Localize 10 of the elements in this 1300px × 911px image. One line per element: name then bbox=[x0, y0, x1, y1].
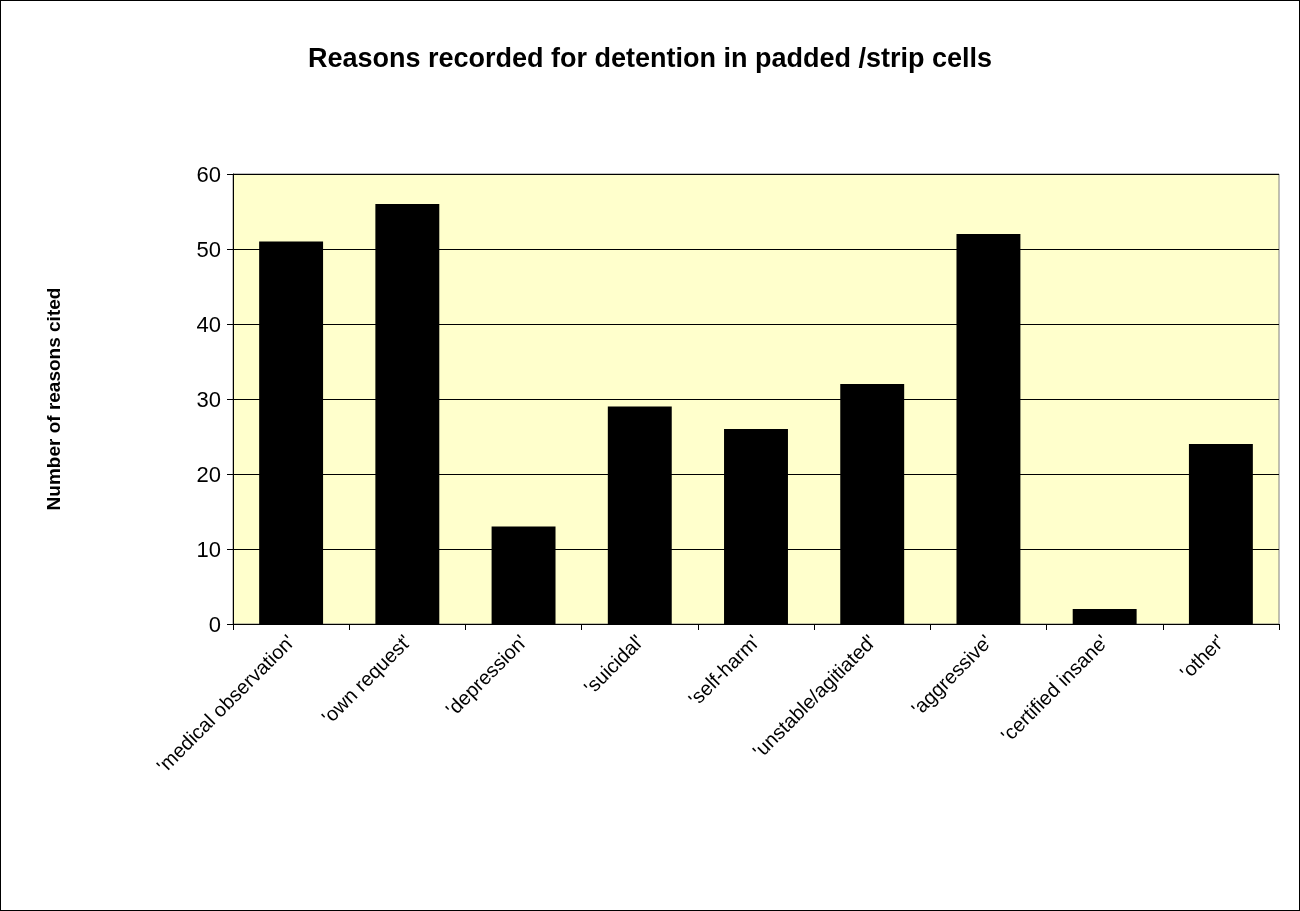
y-tick-label: 10 bbox=[196, 536, 221, 562]
y-tick-label: 20 bbox=[196, 461, 221, 487]
chart-title: Reasons recorded for detention in padded /strip cells bbox=[307, 42, 993, 73]
y-tick-label: 30 bbox=[196, 386, 221, 412]
y-axis-title: Number of reasons cited bbox=[43, 287, 64, 511]
bar bbox=[1072, 609, 1137, 624]
y-tick-label: 50 bbox=[196, 236, 221, 262]
y-tick-label: 60 bbox=[196, 161, 221, 187]
y-tick-label: 0 bbox=[208, 611, 221, 637]
y-tick-label: 40 bbox=[196, 311, 221, 337]
